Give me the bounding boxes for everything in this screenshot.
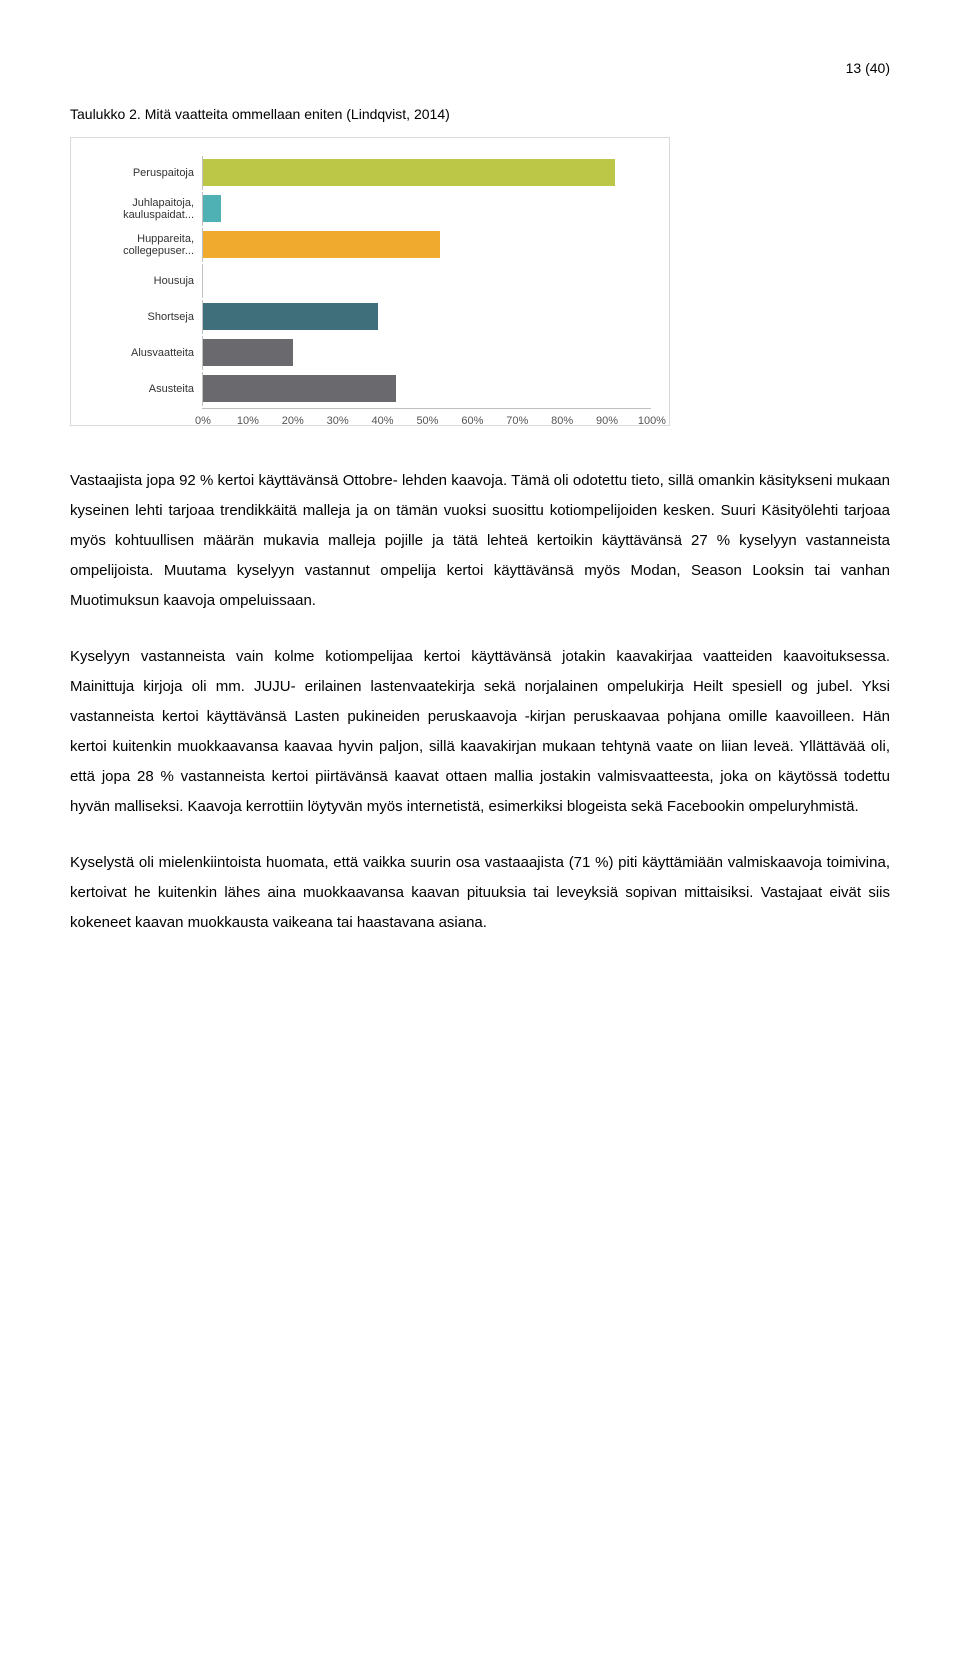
paragraph-3: Kyselystä oli mielenkiintoista huomata, … [70,848,890,938]
chart-bar [203,231,440,258]
paragraph-2: Kyselyyn vastanneista vain kolme kotiomp… [70,642,890,822]
chart-bar [203,159,615,186]
chart-bar [203,339,293,366]
chart-bar [203,303,378,330]
chart-bar-track [202,228,651,262]
chart-bar-track [202,156,651,190]
chart-bar-track [202,336,651,370]
chart-bar [203,375,396,402]
chart-category-label: Peruspaitoja [89,167,202,179]
chart-bar-track [202,300,651,334]
chart-category-label: Alusvaatteita [89,347,202,359]
chart-row: Shortseja [89,300,651,334]
chart-row: Juhlapaitoja, kauluspaidat... [89,192,651,226]
chart-bar-track [202,264,651,298]
chart-row: Housuja [89,264,651,298]
page-number: 13 (40) [70,60,890,76]
paragraph-1: Vastaajista jopa 92 % kertoi käyttävänsä… [70,466,890,616]
chart-category-label: Asusteita [89,383,202,395]
chart-row: Huppareita, collegepuser... [89,228,651,262]
chart-row: Peruspaitoja [89,156,651,190]
bar-chart: Peruspaitoja Juhlapaitoja, kauluspaidat..… [70,137,670,426]
chart-row: Asusteita [89,372,651,406]
chart-x-axis: 0%10%20%30%40%50%60%70%80%90%100% [202,408,651,415]
table-caption: Taulukko 2. Mitä vaatteita ommellaan eni… [70,106,890,122]
chart-category-label: Shortseja [89,311,202,323]
chart-category-label: Huppareita, collegepuser... [89,233,202,257]
chart-bar-track [202,192,651,226]
chart-row: Alusvaatteita [89,336,651,370]
chart-bar-track [202,372,651,406]
chart-category-label: Juhlapaitoja, kauluspaidat... [89,197,202,221]
chart-bar [203,195,221,222]
chart-category-label: Housuja [89,275,202,287]
